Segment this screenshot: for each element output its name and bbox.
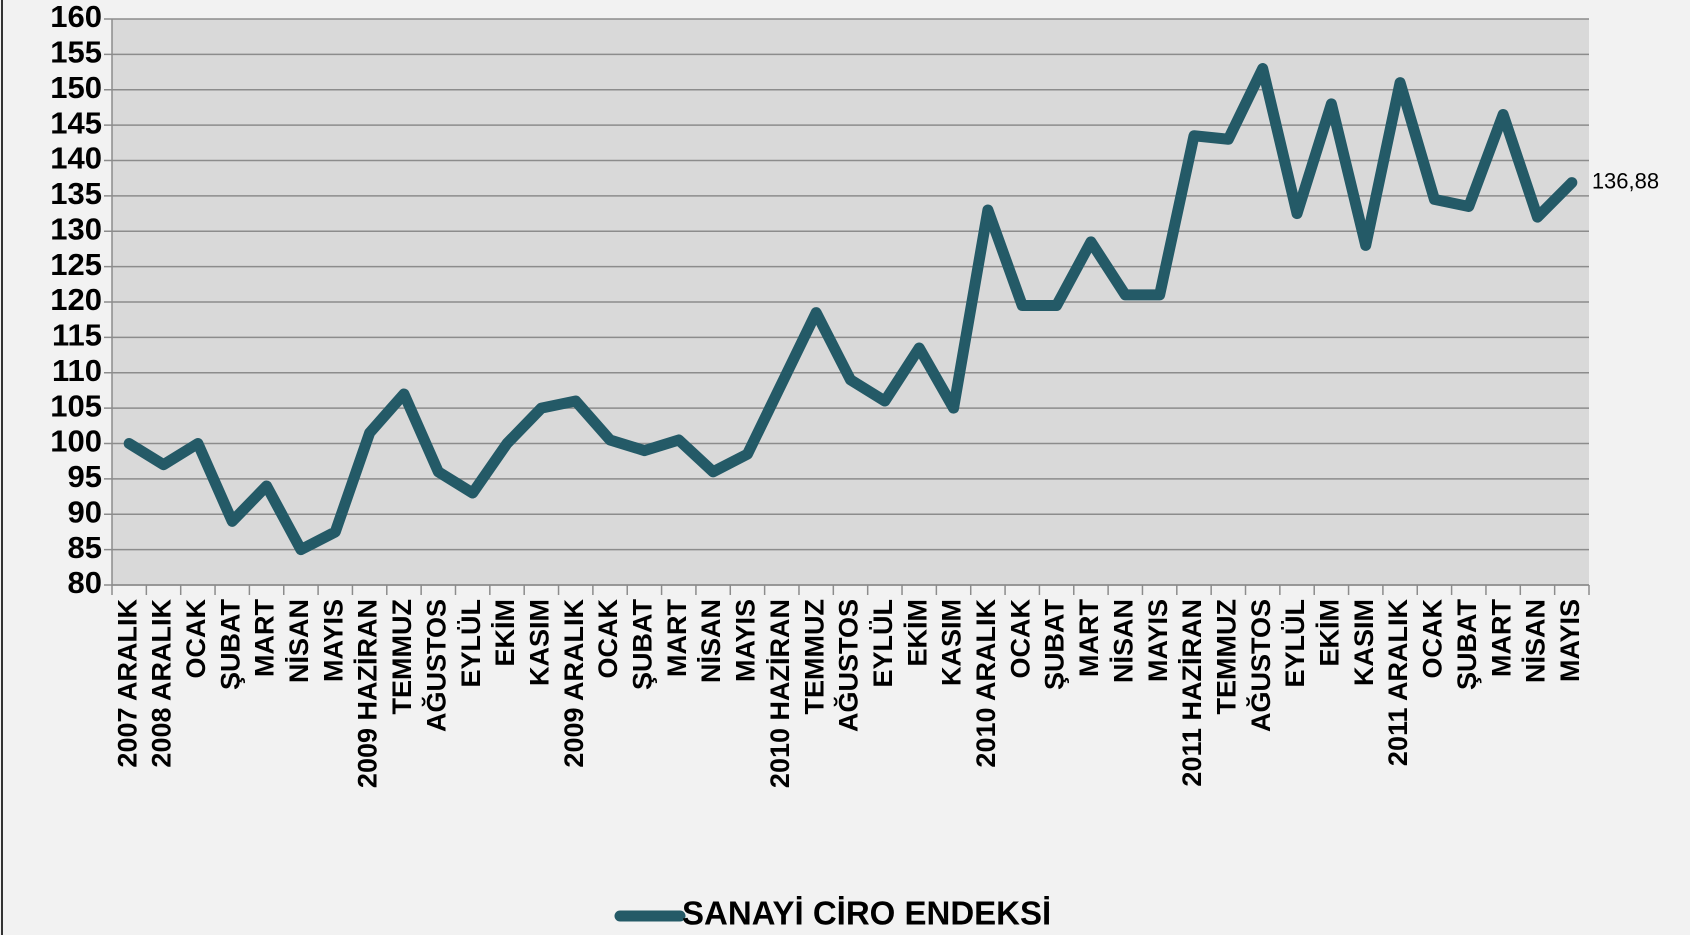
y-tick-label: 125	[50, 247, 102, 282]
y-tick-label: 105	[50, 388, 102, 423]
y-tick-label: 100	[50, 424, 102, 459]
y-tick-label: 95	[68, 459, 102, 494]
x-tick-label: MAYIS	[731, 599, 761, 682]
x-tick-label: 2010 ARALIK	[971, 599, 1001, 768]
x-tick-label: MART	[1074, 598, 1104, 676]
x-tick-label: EKİM	[902, 599, 932, 667]
x-tick-label: KASIM	[524, 599, 554, 686]
x-tick-label: 2007 ARALIK	[112, 599, 142, 768]
x-tick-label: MART	[1486, 598, 1516, 676]
x-tick-label: AĞUSTOS	[833, 599, 864, 732]
x-tick-label: OCAK	[1005, 599, 1035, 679]
y-tick-label: 155	[50, 35, 102, 70]
y-tick-label: 115	[52, 318, 102, 353]
x-tick-label: TEMMUZ	[1211, 599, 1241, 714]
y-tick-label: 110	[52, 353, 102, 388]
x-tick-label: EKİM	[490, 599, 520, 667]
x-tick-label: 2010 HAZİRAN	[765, 599, 795, 788]
data-label: 136,88	[1592, 168, 1659, 193]
x-tick-label: EKİM	[1315, 599, 1345, 667]
x-tick-label: 2011 ARALIK	[1383, 598, 1413, 766]
y-tick-label: 135	[50, 176, 102, 211]
x-tick-label: AĞUSTOS	[1245, 599, 1276, 732]
y-tick-label: 120	[50, 282, 102, 317]
legend-label: SANAYİ CİRO ENDEKSİ	[682, 895, 1051, 932]
x-tick-label: TEMMUZ	[387, 599, 417, 714]
x-tick-label: MAYIS	[1143, 599, 1173, 682]
data-line	[123, 63, 1578, 556]
x-tick-label: NİSAN	[1521, 599, 1551, 683]
x-tick-label: NİSAN	[1108, 599, 1138, 683]
x-tick-label: MART	[250, 598, 280, 676]
x-tick-label: TEMMUZ	[799, 599, 829, 714]
y-tick-label: 145	[50, 105, 102, 140]
y-tick-label: 85	[68, 530, 102, 565]
x-tick-label: 2011 HAZİRAN	[1177, 599, 1207, 787]
y-tick-label: 130	[50, 211, 102, 246]
x-tick-label: 2009 ARALIK	[559, 599, 589, 768]
y-tick-label: 140	[50, 141, 102, 176]
x-tick-label: MART	[662, 598, 692, 676]
x-tick-label: ŞUBAT	[215, 598, 245, 690]
y-tick-label: 150	[50, 70, 102, 105]
x-tick-label: EYLÜL	[1280, 599, 1310, 688]
x-tick-label: EYLÜL	[868, 599, 898, 688]
x-tick-label: 2009 HAZİRAN	[353, 599, 383, 788]
x-tick-label: OCAK	[181, 599, 211, 679]
x-tick-label: MAYIS	[1555, 599, 1585, 682]
x-tick-label: ŞUBAT	[628, 598, 658, 690]
x-tick-label: AĞUSTOS	[420, 599, 451, 732]
x-tick-label: MAYIS	[318, 599, 348, 682]
x-tick-label: KASIM	[1349, 599, 1379, 686]
x-tick-label: NİSAN	[284, 599, 314, 683]
x-tick-label: 2008 ARALIK	[147, 599, 177, 768]
y-tick-label: 160	[50, 0, 102, 34]
y-tick-label: 90	[68, 494, 102, 529]
x-tick-label: KASIM	[937, 599, 967, 686]
x-tick-label: ŞUBAT	[1452, 598, 1482, 690]
y-tick-label: 80	[68, 565, 102, 600]
x-tick-label: NİSAN	[696, 599, 726, 683]
x-tick-label: EYLÜL	[456, 599, 486, 688]
x-tick-label: ŞUBAT	[1040, 598, 1070, 690]
x-tick-label: OCAK	[593, 599, 623, 679]
x-tick-label: OCAK	[1418, 599, 1448, 679]
